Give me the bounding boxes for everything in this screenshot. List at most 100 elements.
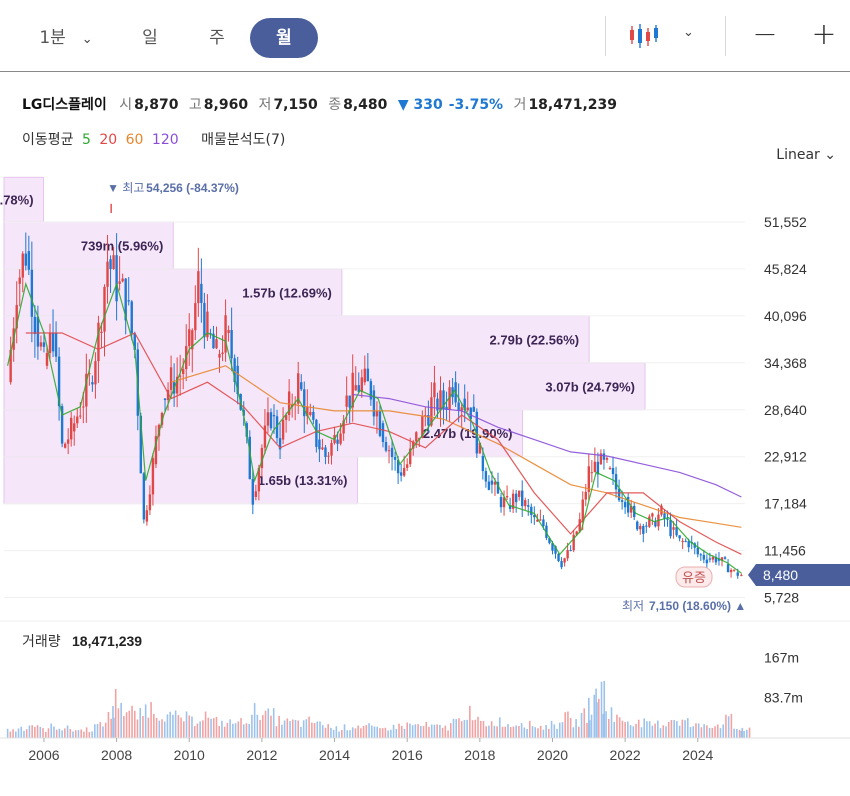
candle-body xyxy=(73,423,76,432)
open-label: 시 xyxy=(119,97,133,113)
candle-body xyxy=(502,497,506,508)
volume-bar xyxy=(308,716,310,738)
volume-bar xyxy=(324,727,327,738)
volume-bar xyxy=(25,729,28,738)
candlestick-type-icon[interactable] xyxy=(628,22,662,50)
volume-bar xyxy=(433,724,436,738)
zoom-in-button[interactable]: + xyxy=(811,17,837,52)
candle-body xyxy=(696,547,699,555)
chart-type-chevron-icon[interactable]: ⌄ xyxy=(683,25,694,40)
candle-body xyxy=(51,332,55,352)
y-tick-label: 34,368 xyxy=(764,355,807,371)
volume-bar xyxy=(153,713,155,738)
volume-bar xyxy=(447,730,449,738)
ma120-line xyxy=(352,393,742,498)
volume-bar xyxy=(564,712,566,738)
chevron-down-icon[interactable]: ⌄ xyxy=(81,32,93,47)
volume-bar xyxy=(218,725,221,738)
volume-bar xyxy=(242,724,245,738)
candle-body xyxy=(36,316,40,347)
volume-bar xyxy=(428,726,430,738)
candle-body xyxy=(281,419,285,440)
candle-body xyxy=(499,496,503,508)
candle-body xyxy=(300,382,303,390)
volume-bar xyxy=(610,707,613,738)
candle-body xyxy=(533,514,536,518)
volume-bar xyxy=(102,726,104,738)
candle-body xyxy=(648,516,651,527)
candle-body xyxy=(284,415,288,420)
volume-tick-label: 83.7m xyxy=(764,690,803,706)
volume-profile-label: 97.0m (0.78%) xyxy=(0,193,34,208)
volume-bar xyxy=(376,726,379,738)
volume-bar xyxy=(275,726,278,738)
candle-body xyxy=(511,493,515,509)
volume-profile-label: 1.65b (13.31%) xyxy=(258,473,348,488)
ma-label: 이동평균 xyxy=(22,132,74,148)
candle-body xyxy=(493,481,497,485)
candle-body xyxy=(678,535,681,539)
candle-body xyxy=(436,398,439,411)
candle-body xyxy=(663,513,666,519)
volume-bar xyxy=(360,728,362,738)
high-label: 고 xyxy=(188,97,202,113)
period-1min-button[interactable]: 1분 ⌄ xyxy=(26,18,106,58)
candle-body xyxy=(227,330,230,334)
candle-body xyxy=(91,382,94,385)
volume-bar xyxy=(485,726,487,738)
change-value: ▼ 330 xyxy=(397,97,443,113)
volume-bar xyxy=(212,718,215,738)
volume-bar xyxy=(319,721,321,738)
volume-bar xyxy=(624,722,626,738)
volume-bar xyxy=(706,725,708,738)
candle-body xyxy=(39,342,43,347)
period-month-button[interactable]: 월 xyxy=(250,18,318,58)
volume-bar xyxy=(553,724,556,738)
candle-body xyxy=(27,251,31,270)
volume-bar xyxy=(708,727,711,738)
candle-body xyxy=(430,397,433,426)
volume-bar xyxy=(488,725,490,738)
candle-body xyxy=(484,471,488,482)
volume-bar xyxy=(727,716,730,738)
candle-body xyxy=(30,269,34,317)
volume-bar xyxy=(47,728,50,738)
period-week-button[interactable]: 주 xyxy=(209,28,225,48)
candle-body xyxy=(339,433,342,444)
candle-body xyxy=(154,436,158,465)
volume-bar xyxy=(58,728,61,738)
ma5-label: 5 xyxy=(81,132,91,148)
candle-body xyxy=(42,342,46,347)
volume-profile-bar xyxy=(3,456,358,505)
volume-bar xyxy=(629,725,632,738)
volume-bar xyxy=(460,721,463,738)
volume-bar xyxy=(586,722,588,738)
candle-body xyxy=(457,402,460,411)
candle-body xyxy=(263,425,267,448)
volume-bar xyxy=(158,720,161,738)
volume-bar xyxy=(561,722,564,738)
period-day-button[interactable]: 일 xyxy=(142,28,158,48)
candle-body xyxy=(254,491,258,497)
volume-bar xyxy=(616,714,618,738)
candle-body xyxy=(530,506,533,515)
volume-bar xyxy=(746,729,748,738)
moving-average-legend[interactable]: 이동평균 5 20 60 120 매물분석도(7) xyxy=(22,129,289,149)
candle-body xyxy=(496,481,500,494)
candle-body xyxy=(490,480,494,485)
candle-body xyxy=(79,415,82,417)
candle-body xyxy=(287,391,291,416)
candle-body xyxy=(566,550,569,559)
candle-body xyxy=(626,496,630,513)
volume-bar xyxy=(711,727,714,738)
zoom-out-button[interactable]: − xyxy=(752,17,778,52)
volume-bar xyxy=(207,717,210,738)
candle-body xyxy=(60,406,64,444)
volume-bar xyxy=(700,727,703,738)
scale-selector[interactable]: Linear ⌄ xyxy=(776,147,836,163)
price-chart[interactable]: 97.0m (0.78%) 739m (5.96%) 1.57b (12.69%) 2… xyxy=(0,165,850,796)
candle-body xyxy=(218,354,221,358)
candle-body xyxy=(699,554,703,556)
candle-body xyxy=(463,398,466,411)
volume-bar xyxy=(509,727,512,738)
